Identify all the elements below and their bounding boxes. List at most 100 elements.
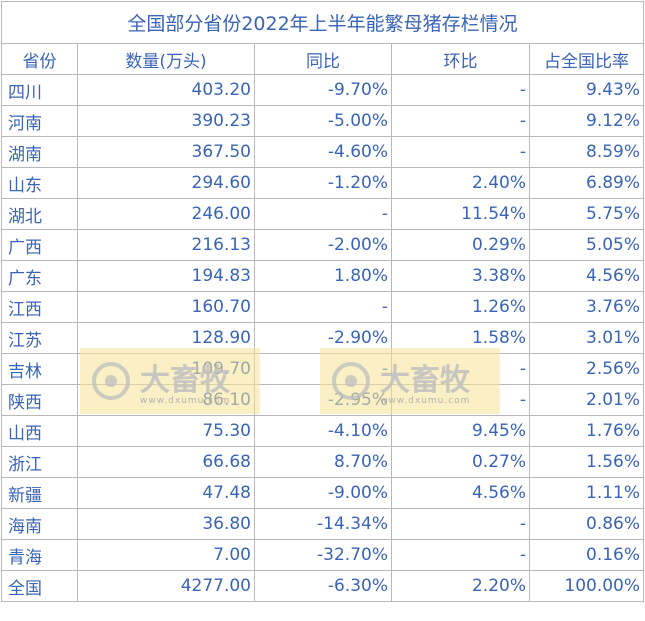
cell-quantity[interactable]: 294.60 <box>77 167 255 199</box>
cell-yoy[interactable]: -2.00% <box>254 229 392 261</box>
cell-yoy[interactable]: -9.00% <box>254 477 392 509</box>
table-row: 江西 160.70-1.26% 3.76% <box>1 291 645 323</box>
cell-yoy[interactable]: -2.95% <box>254 384 392 416</box>
cell-quantity[interactable]: 86.10 <box>77 384 255 416</box>
header-quantity[interactable]: 数量(万头) <box>77 43 255 75</box>
cell-yoy[interactable]: -32.70% <box>254 539 392 571</box>
cell-yoy[interactable]: 1.80% <box>254 260 392 292</box>
cell-mom[interactable]: 0.27% <box>391 446 530 478</box>
cell-province[interactable]: 陕西 <box>1 384 78 416</box>
header-yoy[interactable]: 同比 <box>254 43 392 75</box>
table-row: 海南 36.80 -14.34% -0.86% <box>1 508 645 540</box>
cell-quantity[interactable]: 66.68 <box>77 446 255 478</box>
cell-quantity[interactable]: 194.83 <box>77 260 255 292</box>
cell-share[interactable]: 2.56% <box>528 353 645 385</box>
cell-share[interactable]: 9.12% <box>528 105 645 137</box>
cell-yoy[interactable]: -2.90% <box>254 322 392 354</box>
cell-mom[interactable]: - <box>391 105 530 137</box>
cell-share[interactable]: 1.76% <box>528 415 645 447</box>
cell-mom[interactable]: 3.38% <box>391 260 530 292</box>
cell-province[interactable]: 江西 <box>1 291 78 323</box>
cell-mom[interactable]: - <box>391 539 530 571</box>
cell-mom[interactable]: 9.45% <box>391 415 530 447</box>
cell-yoy[interactable]: - <box>254 198 392 230</box>
cell-province[interactable]: 青海 <box>1 539 78 571</box>
cell-province[interactable]: 河南 <box>1 105 78 137</box>
cell-share[interactable]: 3.76% <box>528 291 645 323</box>
cell-province[interactable]: 全国 <box>1 570 78 602</box>
cell-quantity[interactable]: 36.80 <box>77 508 255 540</box>
cell-share[interactable]: 5.05% <box>528 229 645 261</box>
table-row: 广西 216.13 -2.00% 0.29% 5.05% <box>1 229 645 261</box>
cell-share[interactable]: 100.00% <box>528 570 645 602</box>
header-province[interactable]: 省份 <box>1 43 78 75</box>
cell-share[interactable]: 0.16% <box>528 539 645 571</box>
table-row: 吉林 109.70- -2.56% <box>1 353 645 385</box>
cell-mom[interactable]: - <box>391 74 530 106</box>
cell-yoy[interactable]: -6.30% <box>254 570 392 602</box>
cell-mom[interactable]: - <box>391 136 530 168</box>
cell-mom[interactable]: - <box>391 508 530 540</box>
cell-mom[interactable]: 11.54% <box>391 198 530 230</box>
cell-quantity[interactable]: 367.50 <box>77 136 255 168</box>
cell-quantity[interactable]: 109.70 <box>77 353 255 385</box>
cell-province[interactable]: 广西 <box>1 229 78 261</box>
table-title[interactable]: 全国部分省份2022年上半年能繁母猪存栏情况 <box>0 1 645 44</box>
cell-quantity[interactable]: 128.90 <box>77 322 255 354</box>
cell-quantity[interactable]: 7.00 <box>77 539 255 571</box>
header-mom[interactable]: 环比 <box>391 43 530 75</box>
cell-province[interactable]: 湖南 <box>1 136 78 168</box>
cell-yoy[interactable]: -9.70% <box>254 74 392 106</box>
cell-share[interactable]: 5.75% <box>528 198 645 230</box>
cell-province[interactable]: 湖北 <box>1 198 78 230</box>
cell-share[interactable]: 3.01% <box>528 322 645 354</box>
cell-mom[interactable]: - <box>391 353 530 385</box>
table-row: 湖北 246.00-11.54% 5.75% <box>1 198 645 230</box>
table-row: 河南 390.23 -5.00% -9.12% <box>1 105 645 137</box>
cell-quantity[interactable]: 75.30 <box>77 415 255 447</box>
cell-yoy[interactable]: -5.00% <box>254 105 392 137</box>
cell-quantity[interactable]: 47.48 <box>77 477 255 509</box>
cell-quantity[interactable]: 216.13 <box>77 229 255 261</box>
cell-yoy[interactable]: -4.60% <box>254 136 392 168</box>
cell-province[interactable]: 浙江 <box>1 446 78 478</box>
cell-mom[interactable]: 1.26% <box>391 291 530 323</box>
cell-province[interactable]: 山东 <box>1 167 78 199</box>
cell-province[interactable]: 海南 <box>1 508 78 540</box>
cell-share[interactable]: 4.56% <box>528 260 645 292</box>
cell-yoy[interactable]: 8.70% <box>254 446 392 478</box>
cell-quantity[interactable]: 403.20 <box>77 74 255 106</box>
cell-yoy[interactable]: -4.10% <box>254 415 392 447</box>
sow-inventory-table: 全国部分省份2022年上半年能繁母猪存栏情况 省份 数量(万头) 同比 环比 占… <box>0 1 645 602</box>
cell-share[interactable]: 1.56% <box>528 446 645 478</box>
cell-quantity[interactable]: 4277.00 <box>77 570 255 602</box>
cell-share[interactable]: 2.01% <box>528 384 645 416</box>
cell-share[interactable]: 8.59% <box>528 136 645 168</box>
cell-quantity[interactable]: 390.23 <box>77 105 255 137</box>
cell-quantity[interactable]: 246.00 <box>77 198 255 230</box>
cell-yoy[interactable]: - <box>254 291 392 323</box>
header-share[interactable]: 占全国比率 <box>528 43 645 75</box>
cell-yoy[interactable]: - <box>254 353 392 385</box>
cell-share[interactable]: 0.86% <box>528 508 645 540</box>
table-row: 青海 7.00 -32.70% -0.16% <box>1 539 645 571</box>
cell-province[interactable]: 四川 <box>1 74 78 106</box>
cell-share[interactable]: 9.43% <box>528 74 645 106</box>
table-row: 山西 75.30 -4.10% 9.45% 1.76% <box>1 415 645 447</box>
cell-quantity[interactable]: 160.70 <box>77 291 255 323</box>
cell-share[interactable]: 6.89% <box>528 167 645 199</box>
cell-province[interactable]: 广东 <box>1 260 78 292</box>
cell-yoy[interactable]: -14.34% <box>254 508 392 540</box>
cell-province[interactable]: 江苏 <box>1 322 78 354</box>
cell-mom[interactable]: 4.56% <box>391 477 530 509</box>
cell-share[interactable]: 1.11% <box>528 477 645 509</box>
cell-mom[interactable]: 2.40% <box>391 167 530 199</box>
cell-province[interactable]: 新疆 <box>1 477 78 509</box>
cell-mom[interactable]: 1.58% <box>391 322 530 354</box>
cell-province[interactable]: 吉林 <box>1 353 78 385</box>
cell-mom[interactable]: - <box>391 384 530 416</box>
cell-mom[interactable]: 0.29% <box>391 229 530 261</box>
cell-mom[interactable]: 2.20% <box>391 570 530 602</box>
cell-province[interactable]: 山西 <box>1 415 78 447</box>
cell-yoy[interactable]: -1.20% <box>254 167 392 199</box>
